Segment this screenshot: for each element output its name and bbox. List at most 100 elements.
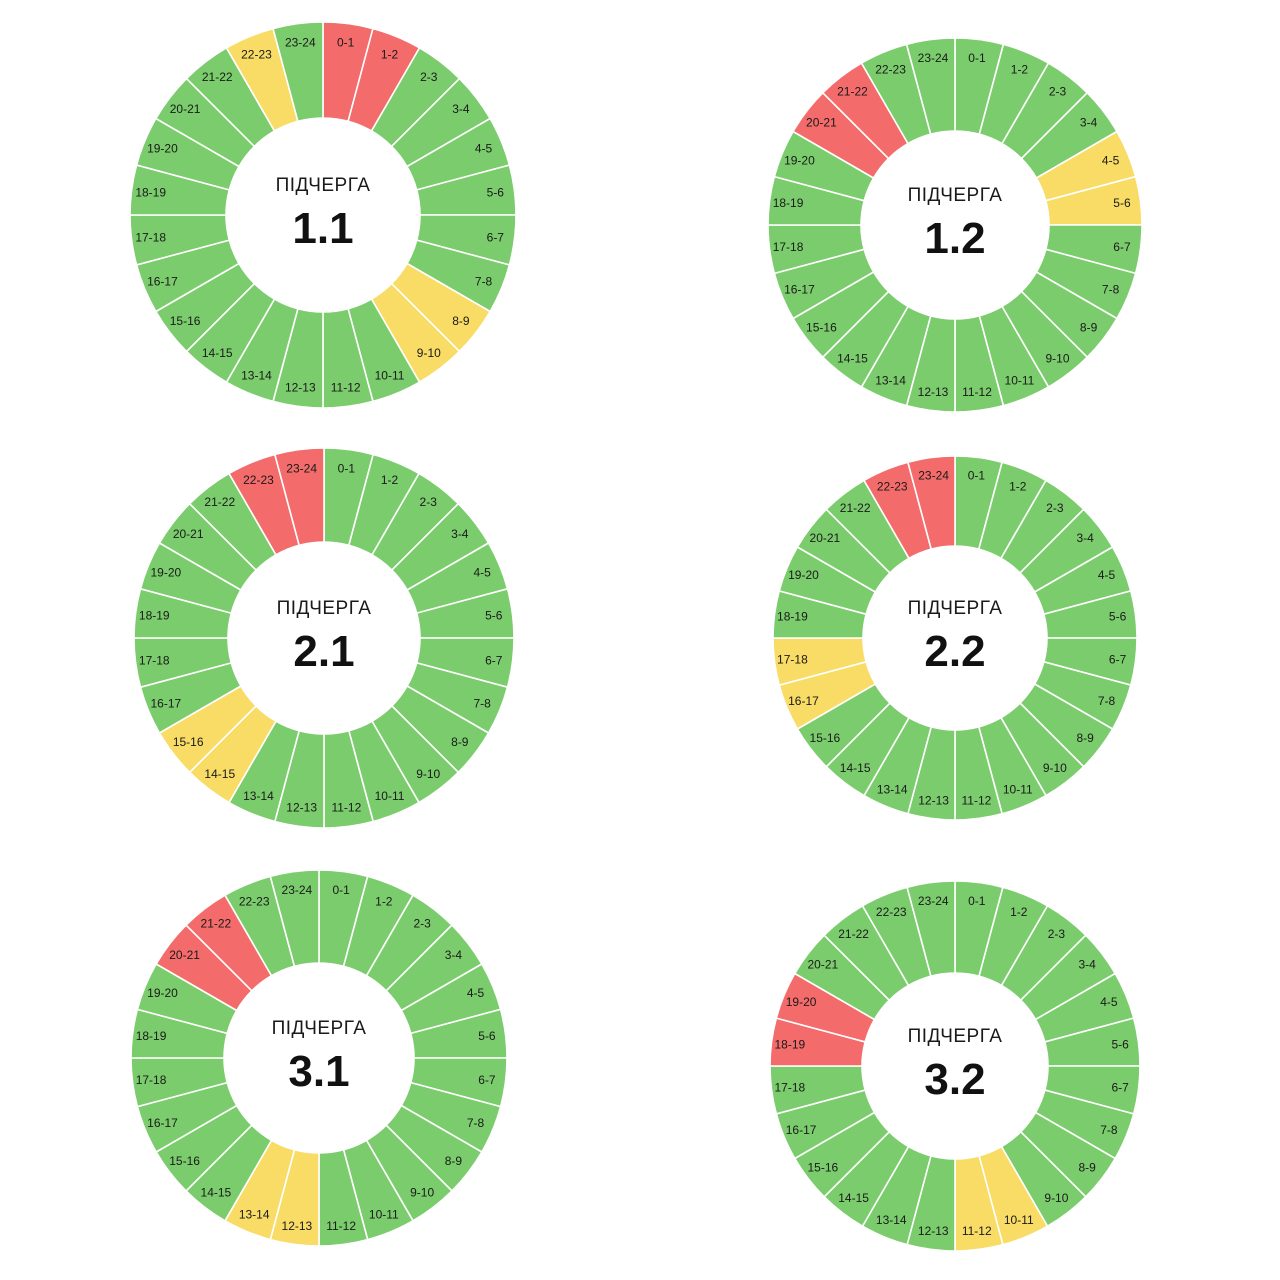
hour-label: 13-14 [875, 374, 906, 388]
hour-label: 20-21 [806, 115, 837, 129]
hour-label: 1-2 [381, 473, 399, 487]
center-caption: ПІДЧЕРГА [277, 598, 372, 619]
center-caption: ПІДЧЕРГА [276, 175, 371, 196]
hour-label: 15-16 [806, 321, 837, 335]
hour-label: 20-21 [807, 958, 838, 972]
hour-label: 12-13 [286, 801, 317, 815]
hour-label: 7-8 [467, 1116, 485, 1130]
hour-label: 22-23 [876, 905, 907, 919]
hour-label: 17-18 [773, 240, 804, 254]
hour-label: 23-24 [918, 468, 949, 482]
hour-label: 8-9 [445, 1154, 463, 1168]
hour-label: 17-18 [777, 652, 808, 666]
hour-label: 5-6 [487, 185, 505, 199]
hour-label: 21-22 [201, 917, 232, 931]
hour-label: 12-13 [918, 1224, 949, 1238]
hour-label: 22-23 [877, 479, 908, 493]
hour-label: 21-22 [202, 70, 233, 84]
center-caption: ПІДЧЕРГА [908, 185, 1003, 206]
hour-label: 10-11 [375, 369, 405, 383]
center-caption: ПІДЧЕРГА [272, 1018, 367, 1039]
hour-label: 3-4 [1080, 115, 1098, 129]
hour-label: 14-15 [204, 767, 235, 781]
hour-label: 23-24 [918, 51, 949, 65]
hour-label: 16-17 [147, 275, 178, 289]
hour-label: 23-24 [285, 36, 316, 50]
hour-label: 20-21 [810, 531, 841, 545]
hour-label: 11-12 [962, 794, 992, 808]
hour-label: 5-6 [478, 1029, 496, 1043]
hour-label: 12-13 [285, 380, 316, 394]
hour-label: 6-7 [487, 231, 505, 245]
hour-label: 21-22 [204, 495, 235, 509]
hour-label: 14-15 [201, 1185, 232, 1199]
hour-label: 17-18 [136, 1073, 167, 1087]
hour-label: 16-17 [786, 1123, 817, 1137]
hour-label: 4-5 [1098, 568, 1116, 582]
hour-label: 14-15 [202, 346, 233, 360]
hour-label: 0-1 [968, 468, 986, 482]
hour-label: 10-11 [1005, 374, 1035, 388]
hour-label: 17-18 [139, 653, 170, 667]
hour-label: 11-12 [331, 801, 361, 815]
hour-label: 1-2 [1010, 905, 1028, 919]
hour-label: 18-19 [135, 185, 166, 199]
hour-label: 16-17 [147, 1116, 178, 1130]
hour-label: 6-7 [478, 1073, 496, 1087]
hour-label: 4-5 [467, 986, 485, 1000]
hour-label: 15-16 [810, 731, 841, 745]
hour-label: 9-10 [416, 767, 440, 781]
hour-label: 12-13 [918, 794, 949, 808]
hour-label: 21-22 [840, 501, 871, 515]
hour-label: 15-16 [169, 1154, 200, 1168]
hour-label: 4-5 [1100, 995, 1118, 1009]
hour-label: 1-2 [375, 894, 393, 908]
hour-segment [905, 37, 956, 136]
hour-label: 16-17 [784, 282, 815, 296]
hour-label: 0-1 [337, 36, 355, 50]
hour-label: 3-4 [452, 102, 470, 116]
hour-label: 9-10 [1044, 1191, 1068, 1205]
hour-label: 12-13 [282, 1219, 313, 1233]
hour-label: 0-1 [332, 883, 350, 897]
hour-label: 6-7 [485, 653, 503, 667]
hour-label: 10-11 [1004, 1213, 1034, 1227]
subqueue-number: 1.1 [292, 204, 353, 253]
hour-label: 7-8 [1102, 282, 1120, 296]
hour-label: 2-3 [1046, 501, 1064, 515]
hour-label: 22-23 [243, 473, 274, 487]
subqueue-chart-3-2: 0-1 1-2 2-3 3-4 4-5 5-6 6-7 7-8 8-9 9-10 10-11 11-1… [769, 880, 1141, 1252]
hour-label: 9-10 [1043, 761, 1067, 775]
hour-label: 18-19 [136, 1029, 167, 1043]
hour-label: 3-4 [1079, 958, 1097, 972]
hour-label: 22-23 [875, 62, 906, 76]
hour-label: 12-13 [918, 385, 949, 399]
hour-label: 23-24 [286, 461, 317, 475]
hour-label: 15-16 [807, 1160, 838, 1174]
hour-label: 15-16 [170, 314, 201, 328]
hour-label: 20-21 [173, 527, 204, 541]
subqueue-number: 2.2 [924, 627, 985, 676]
hour-label: 11-12 [331, 380, 361, 394]
hour-label: 5-6 [1113, 196, 1131, 210]
hour-label: 2-3 [1049, 84, 1067, 98]
hour-label: 13-14 [239, 1208, 270, 1222]
hour-label: 14-15 [840, 761, 871, 775]
hour-label: 18-19 [777, 610, 808, 624]
hour-label: 16-17 [150, 697, 181, 711]
hour-label: 19-20 [147, 141, 178, 155]
hour-label: 9-10 [417, 346, 441, 360]
hour-label: 18-19 [774, 1037, 805, 1051]
hour-label: 3-4 [451, 527, 469, 541]
hour-label: 7-8 [1098, 694, 1116, 708]
hour-label: 5-6 [1109, 610, 1127, 624]
hour-label: 4-5 [473, 565, 491, 579]
hour-label: 13-14 [241, 369, 272, 383]
hour-label: 1-2 [381, 47, 399, 61]
hour-label: 11-12 [326, 1219, 356, 1233]
hour-label: 4-5 [1102, 154, 1120, 168]
hour-label: 20-21 [169, 948, 200, 962]
hour-label: 18-19 [139, 609, 170, 623]
subqueue-chart-3-1: 0-1 1-2 2-3 3-4 4-5 5-6 6-7 7-8 8-9 9-10 10-11 11-1… [130, 869, 508, 1247]
